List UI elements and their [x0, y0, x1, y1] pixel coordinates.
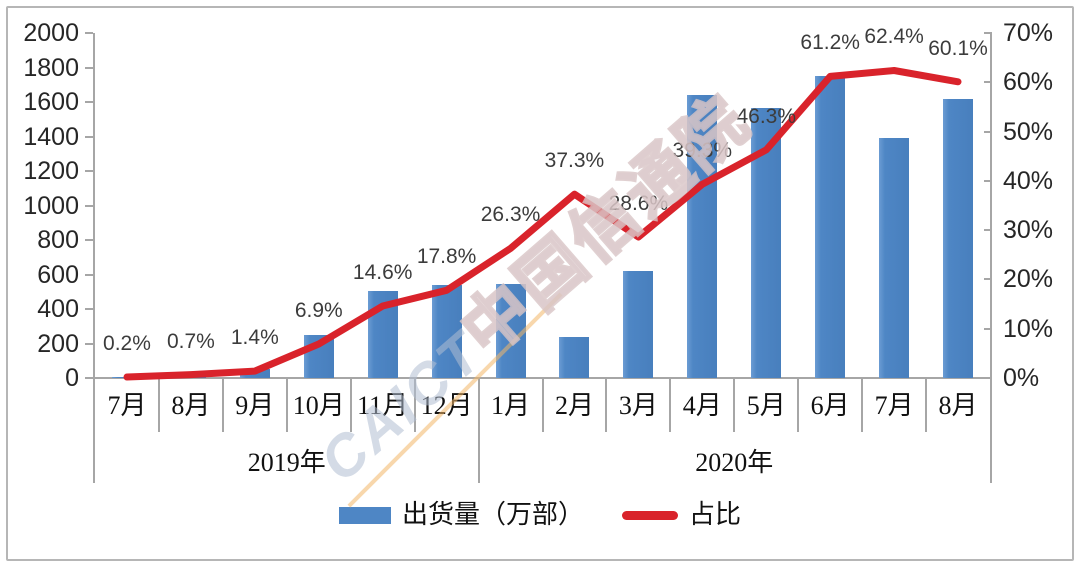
- x-axis-month-label: 5月: [746, 391, 786, 420]
- x-axis-separator: [285, 378, 288, 432]
- y-axis-left-tick: [85, 273, 93, 276]
- shipment-bar: [623, 270, 654, 378]
- shipment-bar: [239, 369, 270, 378]
- x-axis-separator: [605, 378, 608, 432]
- y-axis-right-line: [990, 33, 992, 483]
- shipment-bar: [687, 95, 718, 378]
- legend-item-shipments: 出货量（万部）: [338, 499, 584, 531]
- y-axis-right-tick: [984, 179, 992, 182]
- y-axis-right-tick: [984, 32, 992, 34]
- legend-bar-swatch: [338, 506, 391, 524]
- x-axis-month-label: 10月: [292, 391, 345, 420]
- x-axis-month-label: 7月: [107, 391, 147, 420]
- share-data-label: 6.9%: [294, 298, 343, 322]
- share-data-label: 1.4%: [230, 326, 279, 350]
- y-axis-left-tick: [85, 239, 93, 241]
- x-axis-month-label: 7月: [874, 391, 914, 420]
- shipment-bar: [943, 99, 974, 378]
- y-axis-right-tick: [984, 81, 992, 84]
- y-axis-left-tick-label: 0: [65, 364, 79, 392]
- share-data-label: 62.4%: [864, 25, 924, 49]
- x-axis-month-label: 3月: [618, 391, 658, 420]
- x-axis-month-label: 9月: [235, 391, 275, 420]
- share-data-label: 39.3%: [672, 139, 733, 163]
- shipment-bar: [431, 284, 462, 378]
- y-axis-right-tick-label: 10%: [1003, 314, 1054, 343]
- y-axis-right-tick: [984, 377, 992, 379]
- shipment-bar: [111, 376, 142, 378]
- y-axis-left-tick-label: 2000: [23, 19, 79, 47]
- x-axis-separator: [925, 378, 928, 432]
- y-axis-right-tick-label: 40%: [1003, 166, 1054, 195]
- x-axis-month-label: 4月: [682, 391, 722, 420]
- y-axis-left-tick-label: 1400: [23, 122, 79, 151]
- y-axis-left-tick-label: 200: [37, 329, 79, 358]
- x-axis-separator: [221, 378, 224, 432]
- shipment-bar: [559, 336, 590, 378]
- share-data-label: 60.1%: [928, 36, 988, 60]
- legend-bar-label: 出货量（万部）: [401, 500, 584, 529]
- y-axis-right-tick-label: 60%: [1003, 68, 1054, 97]
- shipment-bar: [495, 283, 526, 378]
- x-axis-month-label: 8月: [938, 391, 978, 420]
- y-axis-left-tick: [85, 32, 93, 34]
- y-axis-left-tick-label: 400: [37, 295, 79, 323]
- y-axis-left-tick: [85, 170, 93, 172]
- y-axis-left-tick-label: 1000: [23, 191, 79, 220]
- year-label-1: 2020年: [695, 448, 774, 477]
- y-axis-right-tick: [984, 130, 992, 133]
- y-axis-left-tick: [85, 377, 93, 379]
- x-axis-separator: [861, 378, 864, 432]
- shipment-bar: [879, 138, 910, 378]
- share-data-label: 17.8%: [416, 245, 477, 269]
- y-axis-right-tick-label: 50%: [1003, 117, 1054, 146]
- y-axis-left-tick: [85, 135, 93, 138]
- y-axis-left-tick-label: 1600: [23, 88, 79, 116]
- share-data-label: 61.2%: [800, 31, 860, 55]
- legend-item-share: 占比: [622, 499, 741, 531]
- y-axis-left-tick-label: 600: [37, 260, 79, 289]
- share-data-label: 28.6%: [608, 192, 669, 216]
- y-axis-left-tick: [85, 308, 93, 310]
- y-axis-right-tick: [984, 327, 992, 330]
- shipment-bar: [175, 374, 206, 378]
- y-axis-left-tick: [85, 66, 93, 69]
- x-axis-separator: [797, 378, 800, 432]
- x-axis-month-label: 8月: [171, 391, 211, 420]
- x-axis-month-label: 1月: [491, 391, 531, 420]
- y-axis-right-tick: [984, 278, 992, 281]
- share-data-label: 46.3%: [736, 104, 797, 128]
- share-data-label: 37.3%: [544, 149, 605, 173]
- x-axis-separator: [733, 378, 736, 432]
- x-axis-month-label: 2月: [554, 391, 594, 420]
- share-data-label: 26.3%: [480, 203, 541, 227]
- legend-line-label: 占比: [689, 500, 742, 529]
- x-axis-month-label: 11月: [357, 391, 409, 420]
- y-axis-left-tick-label: 1200: [23, 157, 79, 185]
- y-axis-right-tick-label: 70%: [1003, 19, 1054, 47]
- y-axis-left-line: [93, 33, 95, 483]
- year-label-0: 2019年: [247, 448, 326, 477]
- y-axis-right-tick: [984, 229, 992, 232]
- x-axis-separator: [157, 378, 160, 432]
- x-axis-month-label: 12月: [420, 391, 473, 420]
- y-axis-right-tick-label: 0%: [1003, 364, 1040, 392]
- legend-line-swatch: [622, 510, 678, 520]
- x-axis-separator: [669, 378, 672, 432]
- x-axis-month-label: 6月: [810, 391, 850, 420]
- y-axis-left-tick-label: 1800: [23, 53, 79, 82]
- y-axis-left-tick-label: 800: [37, 226, 79, 254]
- y-axis-right-tick-label: 20%: [1003, 265, 1054, 294]
- y-axis-left-tick: [85, 342, 93, 345]
- y-axis-left-tick: [85, 101, 93, 103]
- y-axis-right-tick-label: 30%: [1003, 216, 1054, 245]
- y-axis-left-tick: [85, 204, 93, 207]
- legend: 出货量（万部） 占比: [0, 499, 1080, 531]
